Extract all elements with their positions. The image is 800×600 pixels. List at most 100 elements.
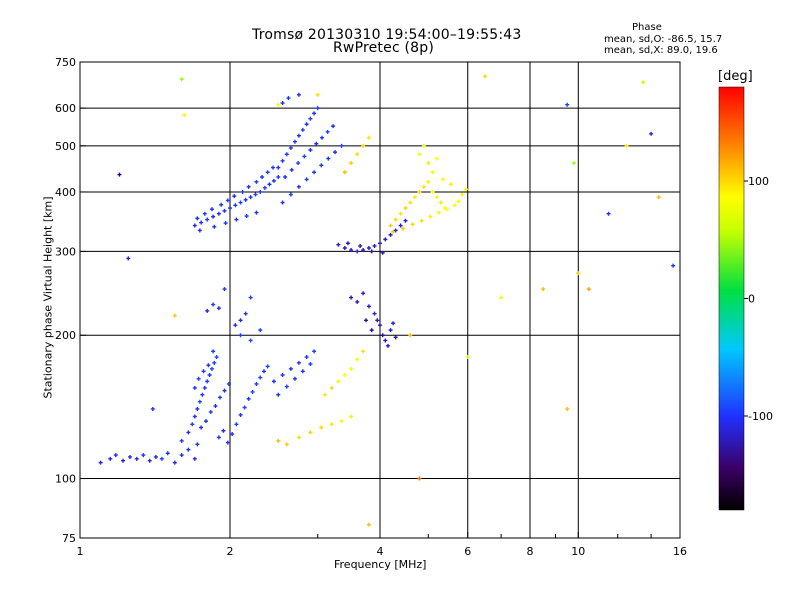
data-points	[98, 74, 676, 527]
data-point	[325, 129, 330, 134]
data-point	[296, 161, 301, 166]
grid	[80, 62, 680, 538]
data-point	[296, 360, 301, 365]
data-point	[388, 328, 393, 333]
data-point	[238, 200, 243, 205]
data-point	[141, 453, 146, 458]
data-point	[388, 232, 393, 237]
data-point	[378, 241, 382, 246]
data-point	[254, 210, 259, 215]
data-point	[225, 440, 230, 445]
data-point	[586, 287, 591, 292]
data-point	[199, 425, 204, 430]
data-point	[225, 198, 230, 203]
data-point	[361, 248, 366, 253]
data-point	[238, 318, 243, 323]
data-point	[463, 187, 468, 192]
data-point	[244, 214, 249, 219]
data-point	[280, 158, 285, 163]
data-point	[372, 243, 377, 248]
data-point	[276, 165, 281, 170]
data-point	[205, 217, 210, 222]
data-point	[465, 355, 470, 360]
data-point	[296, 184, 301, 189]
data-point	[216, 306, 221, 311]
data-point	[248, 338, 253, 343]
data-point	[393, 217, 398, 222]
data-point	[339, 143, 344, 148]
data-point	[234, 422, 239, 427]
data-point	[207, 373, 212, 378]
data-point	[254, 381, 259, 386]
data-point	[398, 211, 403, 216]
data-point	[250, 389, 255, 394]
data-point	[179, 77, 184, 82]
data-point	[242, 405, 247, 410]
data-point	[284, 152, 289, 157]
data-point	[246, 396, 251, 401]
data-point	[319, 163, 324, 168]
data-point	[212, 360, 217, 365]
data-point	[276, 392, 281, 397]
data-point	[383, 237, 388, 242]
data-point	[300, 127, 305, 132]
data-point	[649, 131, 654, 136]
phase-stats-o: mean, sd,O: -86.5, 15.7	[604, 34, 723, 45]
y-tick-label: 100	[55, 473, 76, 486]
data-point	[265, 170, 270, 175]
data-point	[276, 174, 281, 179]
data-point	[336, 242, 341, 247]
data-point	[412, 195, 417, 200]
x-tick-label: 16	[673, 545, 687, 558]
data-point	[438, 200, 443, 205]
data-point	[308, 430, 313, 435]
data-point	[576, 271, 581, 276]
data-point	[456, 199, 461, 204]
data-point	[230, 432, 235, 437]
data-point	[421, 184, 426, 189]
chart-subtitle: RwPretec (8p)	[333, 40, 435, 56]
data-point	[126, 256, 131, 261]
data-point	[355, 152, 360, 157]
data-point	[366, 304, 371, 309]
data-point	[408, 200, 413, 205]
data-point	[403, 206, 408, 211]
data-point	[403, 218, 408, 223]
y-tick-label: 300	[55, 245, 76, 258]
data-point	[113, 453, 118, 458]
data-point	[147, 458, 152, 463]
data-point	[375, 318, 380, 323]
data-point	[312, 349, 317, 354]
data-point	[342, 170, 347, 175]
data-point	[243, 197, 248, 202]
data-point	[430, 170, 435, 175]
data-point	[179, 453, 184, 458]
data-point	[336, 379, 341, 384]
data-point	[265, 364, 270, 369]
data-point	[221, 428, 226, 433]
data-point	[197, 399, 202, 404]
data-point	[304, 355, 309, 360]
data-point	[121, 458, 126, 463]
data-point	[302, 154, 307, 159]
data-point	[296, 133, 301, 138]
data-point	[208, 409, 213, 414]
data-point	[460, 192, 465, 197]
data-point	[320, 135, 325, 140]
y-ticks: 75 100 200 300 400 500 600 750	[55, 56, 86, 545]
data-point	[393, 228, 398, 233]
phase-colorbar	[718, 86, 745, 511]
data-point	[410, 222, 415, 227]
data-point	[391, 229, 396, 234]
data-point	[219, 202, 224, 207]
data-point	[261, 369, 266, 374]
data-point	[421, 143, 426, 148]
data-point	[212, 224, 217, 229]
data-point	[216, 211, 221, 216]
data-point	[606, 211, 611, 216]
colorbar-tick-label: -100	[748, 410, 773, 423]
data-point	[159, 456, 164, 461]
data-point	[296, 92, 301, 97]
data-point	[331, 124, 336, 129]
data-point	[213, 404, 218, 409]
